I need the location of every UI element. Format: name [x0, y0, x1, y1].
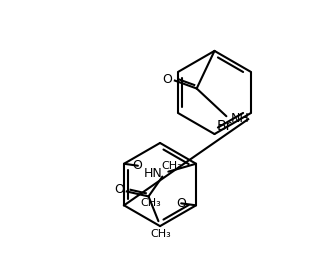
Text: NH: NH: [230, 112, 249, 125]
Text: O: O: [162, 73, 172, 86]
Text: O: O: [132, 159, 142, 172]
Text: CH₃: CH₃: [150, 229, 171, 239]
Text: CH₃: CH₃: [162, 161, 182, 171]
Text: HN: HN: [144, 167, 162, 180]
Text: Br: Br: [216, 119, 232, 133]
Text: CH₃: CH₃: [141, 198, 161, 208]
Text: O: O: [114, 183, 124, 196]
Text: O: O: [176, 197, 186, 210]
